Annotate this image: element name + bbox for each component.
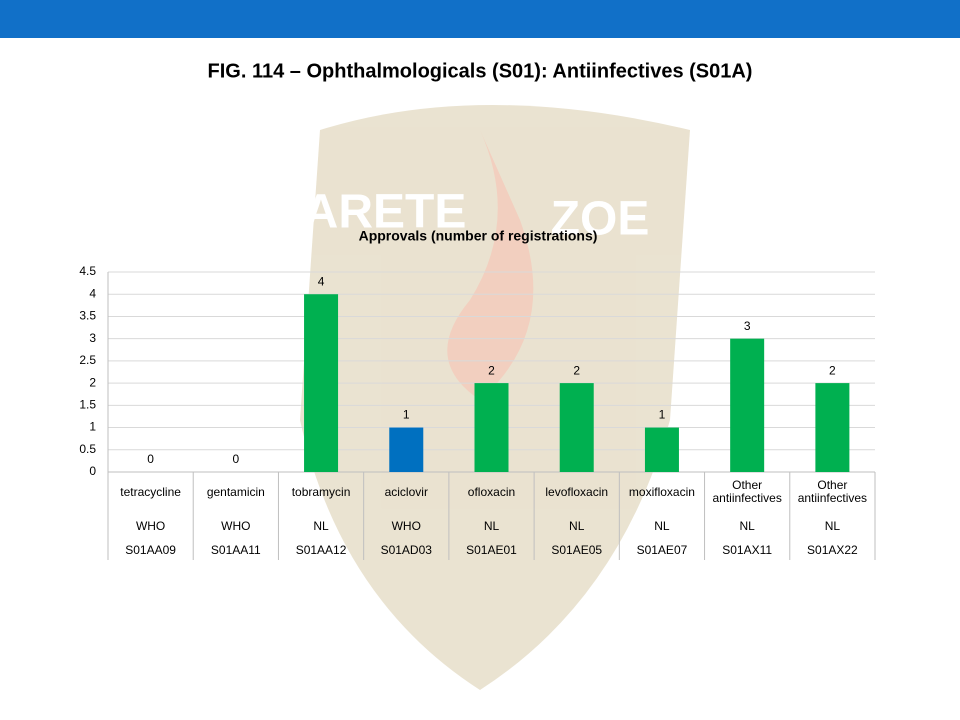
- category-cell: NL: [313, 518, 329, 533]
- y-tick-label: 2.5: [79, 353, 96, 367]
- category-cell: S01AX22: [807, 542, 858, 557]
- category-cell: WHO: [135, 518, 166, 533]
- category-cell: NL: [824, 518, 841, 533]
- value-label: 3: [744, 319, 751, 333]
- bar: [474, 383, 509, 472]
- category-cell: gentamicin: [206, 484, 265, 499]
- category-cell: NL: [569, 518, 585, 533]
- category-cell: ofloxacin: [467, 484, 516, 499]
- category-cell: S01AE05: [551, 542, 603, 557]
- value-label: 0: [232, 452, 239, 466]
- category-cell: S01AA12: [295, 542, 347, 557]
- value-label: 2: [829, 363, 836, 377]
- value-label: 0: [147, 452, 154, 466]
- watermark-text: ZOE: [551, 193, 650, 246]
- category-cell: NL: [739, 518, 755, 533]
- category-cell: WHO: [221, 518, 251, 533]
- watermark-text: ARETE: [304, 186, 467, 239]
- category-cell: S01AE07: [636, 542, 688, 557]
- y-tick-label: 1.5: [79, 398, 96, 412]
- category-cell: NL: [654, 518, 670, 533]
- slide-title: FIG. 114 – Ophthalmologicals (S01): Anti…: [208, 60, 753, 82]
- category-cell: S01AA11: [210, 542, 261, 557]
- y-tick-label: 0.5: [79, 442, 96, 456]
- bar: [730, 338, 765, 472]
- top-banner: [0, 0, 960, 38]
- category-cell: tetracycline: [120, 484, 181, 499]
- bar: [815, 383, 850, 472]
- chart-title: Approvals (number of registrations): [359, 228, 598, 244]
- category-cell: moxifloxacin: [628, 484, 695, 499]
- y-tick-label: 4.5: [79, 264, 96, 278]
- bar: [389, 427, 424, 472]
- category-cell: S01AD03: [380, 542, 432, 557]
- value-label: 1: [403, 408, 410, 422]
- category-cell: WHO: [391, 518, 421, 533]
- y-tick-label: 4: [89, 286, 96, 300]
- category-cell: aciclovir: [384, 484, 428, 499]
- category-cell: Other antiinfectives: [712, 478, 782, 505]
- category-cell: S01AA09: [125, 542, 176, 557]
- y-tick-label: 3.5: [79, 309, 96, 323]
- y-tick-label: 1: [89, 420, 96, 434]
- value-label: 4: [318, 274, 325, 288]
- bar: [559, 383, 594, 472]
- bar: [644, 427, 679, 472]
- y-tick-label: 3: [89, 331, 96, 345]
- y-tick-label: 2: [89, 375, 96, 389]
- bar: [304, 294, 339, 472]
- category-cell: Other antiinfectives: [797, 478, 868, 505]
- value-label: 1: [659, 408, 666, 422]
- category-cell: levofloxacin: [545, 484, 609, 499]
- value-label: 2: [573, 363, 580, 377]
- flame: [447, 130, 534, 400]
- category-cell: S01AE01: [466, 542, 517, 557]
- category-cell: tobramycin: [291, 484, 351, 499]
- value-label: 2: [488, 363, 495, 377]
- y-tick-label: 0: [89, 464, 96, 478]
- category-cell: S01AX11: [722, 542, 773, 557]
- category-cell: NL: [483, 518, 500, 533]
